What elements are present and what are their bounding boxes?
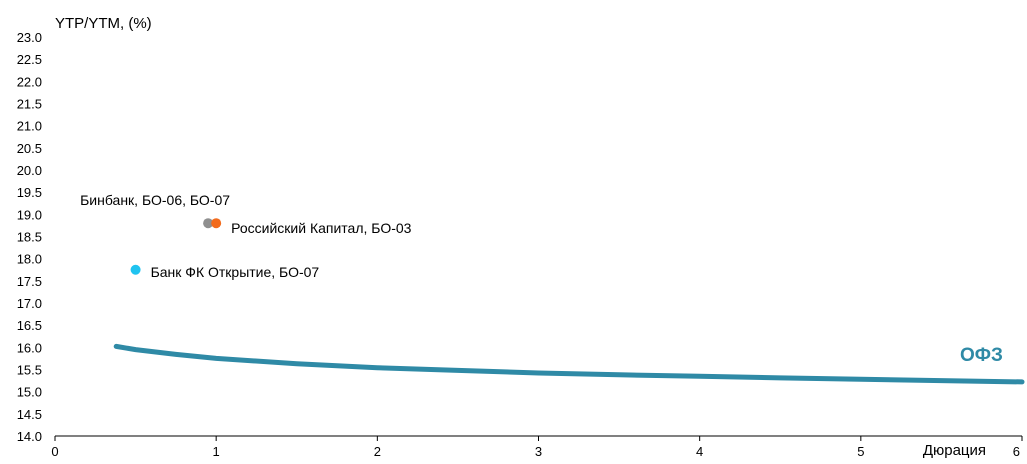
y-tick-label: 15.0 [17, 385, 42, 400]
x-axis-ticks: 0 1 2 3 4 5 6 [51, 436, 1023, 459]
y-tick-label: 19.0 [17, 207, 42, 222]
scatter-point [130, 264, 141, 275]
y-tick-label: 14.5 [17, 407, 42, 422]
x-tick-label: 5 [857, 444, 864, 459]
y-tick-label: 21.0 [17, 119, 42, 134]
ofz-curve-label: ОФЗ [960, 345, 1003, 366]
x-tick-label: 0 [51, 444, 58, 459]
ofz-curve-group: ОФЗ [113, 343, 1025, 385]
y-tick-label: 18.5 [17, 230, 42, 245]
x-tick-label: 3 [535, 444, 542, 459]
x-tick-label: 4 [696, 444, 703, 459]
x-tick-label: 1 [213, 444, 220, 459]
y-tick-label: 22.0 [17, 74, 42, 89]
x-tick-label: 6 [1013, 444, 1020, 459]
y-tick-label: 15.5 [17, 363, 42, 378]
scatter-point [203, 218, 214, 229]
x-tick-label: 2 [374, 444, 381, 459]
scatter-point [211, 218, 222, 229]
point-label: Бинбанк, БО-06, БО-07 [80, 192, 230, 208]
y-axis-ticks: 14.0 14.5 15.0 15.5 16.0 16.5 17.0 17.5 18.0 18.5… [17, 30, 42, 444]
point-label: Банк ФК Открытие, БО-07 [151, 264, 320, 280]
y-tick-label: 14.0 [17, 429, 42, 444]
y-tick-label: 17.0 [17, 296, 42, 311]
x-axis-title: Дюрация [923, 442, 986, 459]
y-tick-label: 23.0 [17, 30, 42, 45]
y-tick-label: 19.5 [17, 185, 42, 200]
y-tick-label: 17.5 [17, 274, 42, 289]
y-tick-label: 21.5 [17, 97, 42, 112]
y-axis-title: YTP/YTM, (%) [55, 15, 152, 32]
y-tick-label: 20.5 [17, 141, 42, 156]
y-tick-label: 18.0 [17, 252, 42, 267]
point-label: Российский Капитал, БО-03 [231, 220, 412, 236]
y-tick-label: 22.5 [17, 52, 42, 67]
y-tick-label: 16.5 [17, 318, 42, 333]
y-tick-label: 16.0 [17, 340, 42, 355]
y-tick-label: 20.0 [17, 163, 42, 178]
ofz-curve-line [113, 343, 1025, 385]
